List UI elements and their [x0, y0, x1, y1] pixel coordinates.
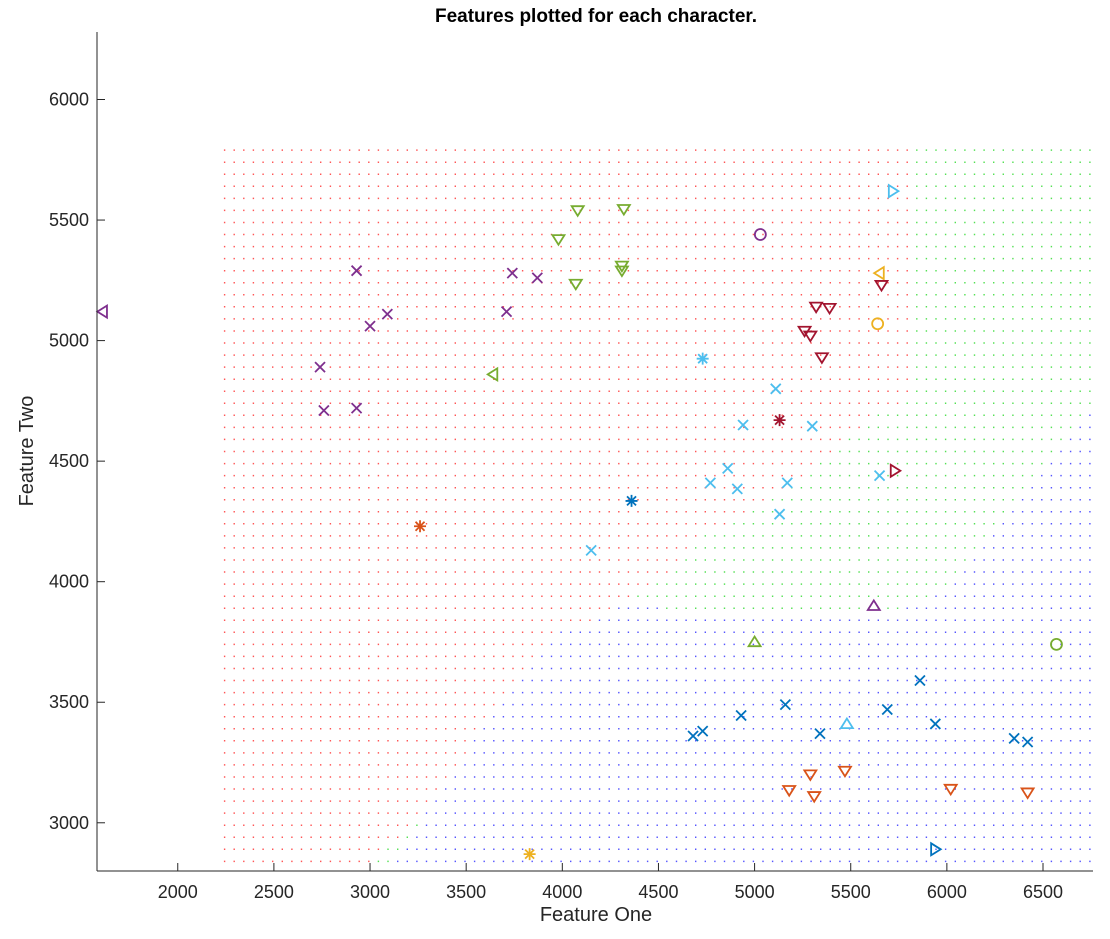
point-asterisk: [414, 520, 427, 533]
point-x: [722, 462, 734, 475]
point-x: [770, 383, 782, 395]
x-tick-label: 2000: [158, 882, 198, 902]
point-x: [737, 419, 749, 431]
point-x: [735, 709, 747, 722]
point-x: [1008, 732, 1020, 745]
point-triangle-down: [568, 278, 584, 292]
chart-title: Features plotted for each character.: [435, 6, 757, 27]
point-triangle-down: [943, 783, 959, 797]
point-triangle-down: [1020, 787, 1036, 800]
point-triangle-left: [485, 366, 499, 382]
point-x: [687, 730, 699, 742]
point-x: [500, 306, 513, 318]
point-triangle-down: [616, 204, 632, 217]
point-x: [814, 727, 826, 740]
point-x: [731, 483, 743, 495]
green-region-dots: [377, 149, 1091, 863]
x-tick-label: 6500: [1023, 882, 1063, 902]
point-triangle-right: [887, 183, 901, 199]
x-tick-label: 4500: [638, 882, 678, 902]
point-x: [704, 477, 717, 489]
x-axis-label: Feature One: [540, 904, 652, 926]
point-x: [881, 703, 893, 716]
decision-regions: [223, 149, 1091, 863]
point-triangle-down: [814, 352, 830, 365]
point-x: [781, 477, 793, 489]
data-markers: [95, 183, 1063, 861]
x-tick-label: 6000: [927, 882, 967, 902]
point-asterisk: [773, 414, 786, 427]
point-triangle-up: [866, 598, 882, 611]
point-x: [381, 308, 393, 320]
point-triangle-down: [873, 280, 890, 293]
point-triangle-left: [872, 265, 885, 281]
point-x: [364, 320, 376, 332]
point-x: [506, 267, 518, 279]
y-tick-label: 5000: [49, 331, 89, 351]
point-x: [806, 420, 818, 432]
point-triangle-down: [570, 205, 586, 218]
point-x: [531, 272, 543, 284]
point-circle: [753, 228, 767, 241]
point-x: [314, 361, 326, 373]
y-tick-label: 3000: [49, 813, 89, 833]
y-tick-label: 5500: [49, 210, 89, 230]
y-axis-label: Feature Two: [16, 396, 38, 507]
point-triangle-down: [614, 265, 630, 278]
point-triangle-down: [806, 791, 822, 804]
point-circle: [871, 317, 885, 331]
point-triangle-right: [889, 463, 903, 479]
point-asterisk: [523, 848, 536, 861]
point-triangle-down: [808, 301, 824, 314]
point-triangle-down: [802, 330, 818, 343]
x-tick-label: 3000: [350, 882, 390, 902]
point-x: [318, 404, 330, 417]
point-x: [779, 699, 791, 711]
point-x: [350, 402, 363, 414]
red-region-dots: [223, 149, 908, 863]
y-tick-label: 4000: [49, 572, 89, 592]
point-triangle-up: [839, 716, 855, 730]
y-tick-label: 4500: [49, 451, 89, 471]
point-triangle-down: [821, 302, 838, 316]
point-triangle-down: [837, 765, 853, 779]
point-triangle-down: [781, 785, 797, 798]
point-triangle-down: [550, 234, 567, 247]
x-tick-label: 3500: [446, 882, 486, 902]
x-tick-label: 5500: [831, 882, 871, 902]
point-triangle-right: [930, 841, 943, 857]
point-asterisk: [625, 494, 638, 507]
y-tick-label: 3500: [49, 692, 89, 712]
point-circle: [1050, 637, 1063, 651]
point-x: [1021, 736, 1034, 748]
point-x: [914, 674, 926, 687]
axes: 2000 2500 3000 3500 4000 4500 5000 5500 6000 6500…: [49, 32, 1093, 902]
point-x: [697, 725, 709, 737]
x-tick-label: 5000: [735, 882, 775, 902]
point-triangle-up: [746, 634, 763, 648]
point-triangle-down: [802, 769, 818, 782]
point-asterisk: [696, 352, 709, 365]
point-x: [873, 469, 886, 482]
x-tick-label: 2500: [254, 882, 294, 902]
point-x: [585, 544, 597, 556]
y-tick-label: 6000: [49, 90, 89, 110]
point-x: [350, 265, 363, 277]
point-x: [929, 718, 941, 730]
point-triangle-left: [95, 304, 108, 320]
point-x: [773, 508, 786, 520]
x-tick-label: 4000: [542, 882, 582, 902]
